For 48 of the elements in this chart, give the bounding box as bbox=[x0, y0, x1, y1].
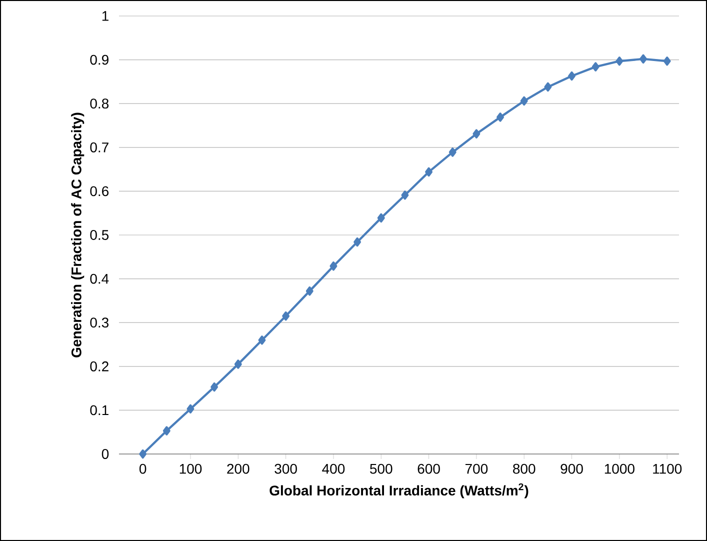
x-tick-label: 500 bbox=[370, 464, 392, 474]
y-axis-title: Generation (Fraction of AC Capacity) bbox=[71, 112, 84, 358]
point bbox=[210, 382, 218, 392]
point bbox=[425, 167, 433, 177]
x-tick-label: 400 bbox=[322, 464, 345, 474]
x-tick-label: 200 bbox=[227, 464, 250, 474]
point bbox=[306, 286, 314, 296]
y-tick-label: 0 bbox=[102, 449, 109, 459]
y-tick-label: 0.9 bbox=[90, 54, 108, 65]
x-tick-label: 1100 bbox=[653, 464, 682, 474]
x-tick-label: 1000 bbox=[604, 464, 634, 474]
y-tick-label: 0.5 bbox=[90, 230, 109, 240]
point bbox=[592, 62, 600, 72]
point bbox=[234, 360, 242, 369]
y-tick-label: 0.8 bbox=[90, 98, 109, 109]
point bbox=[616, 56, 624, 66]
point bbox=[640, 54, 647, 64]
point bbox=[139, 449, 147, 459]
point bbox=[282, 311, 290, 321]
y-tick-label: 0.7 bbox=[90, 142, 108, 152]
point bbox=[448, 148, 456, 157]
point bbox=[568, 71, 576, 81]
point bbox=[663, 56, 671, 66]
y-tick-label: 1 bbox=[102, 11, 108, 21]
x-tick-label: 800 bbox=[513, 464, 536, 474]
point bbox=[401, 190, 409, 200]
x-tick-label: 100 bbox=[180, 464, 202, 474]
point bbox=[330, 261, 338, 271]
point bbox=[162, 426, 170, 436]
y-tick-label: 0.3 bbox=[90, 318, 109, 328]
point bbox=[496, 112, 504, 122]
x-tick-label: 300 bbox=[274, 464, 297, 474]
x-tick-label: 900 bbox=[560, 464, 583, 474]
y-tick-label: 0.6 bbox=[90, 186, 109, 196]
y-tick-label: 0.1 bbox=[90, 405, 108, 416]
x-tick-label: 700 bbox=[465, 464, 488, 474]
point bbox=[544, 82, 552, 92]
point bbox=[186, 404, 194, 414]
point bbox=[472, 129, 480, 138]
point bbox=[354, 237, 362, 247]
x-axis-title: Global Horizontal Irradiance (Watts/m$^{2}$) bbox=[270, 483, 528, 498]
x-tick-label: 600 bbox=[418, 464, 440, 474]
point bbox=[520, 96, 528, 106]
y-tick-label: 0.4 bbox=[90, 274, 109, 284]
point bbox=[258, 336, 266, 345]
x-tick-label: 0 bbox=[139, 464, 146, 474]
point bbox=[377, 213, 385, 223]
y-tick-label: 0.2 bbox=[90, 361, 108, 372]
